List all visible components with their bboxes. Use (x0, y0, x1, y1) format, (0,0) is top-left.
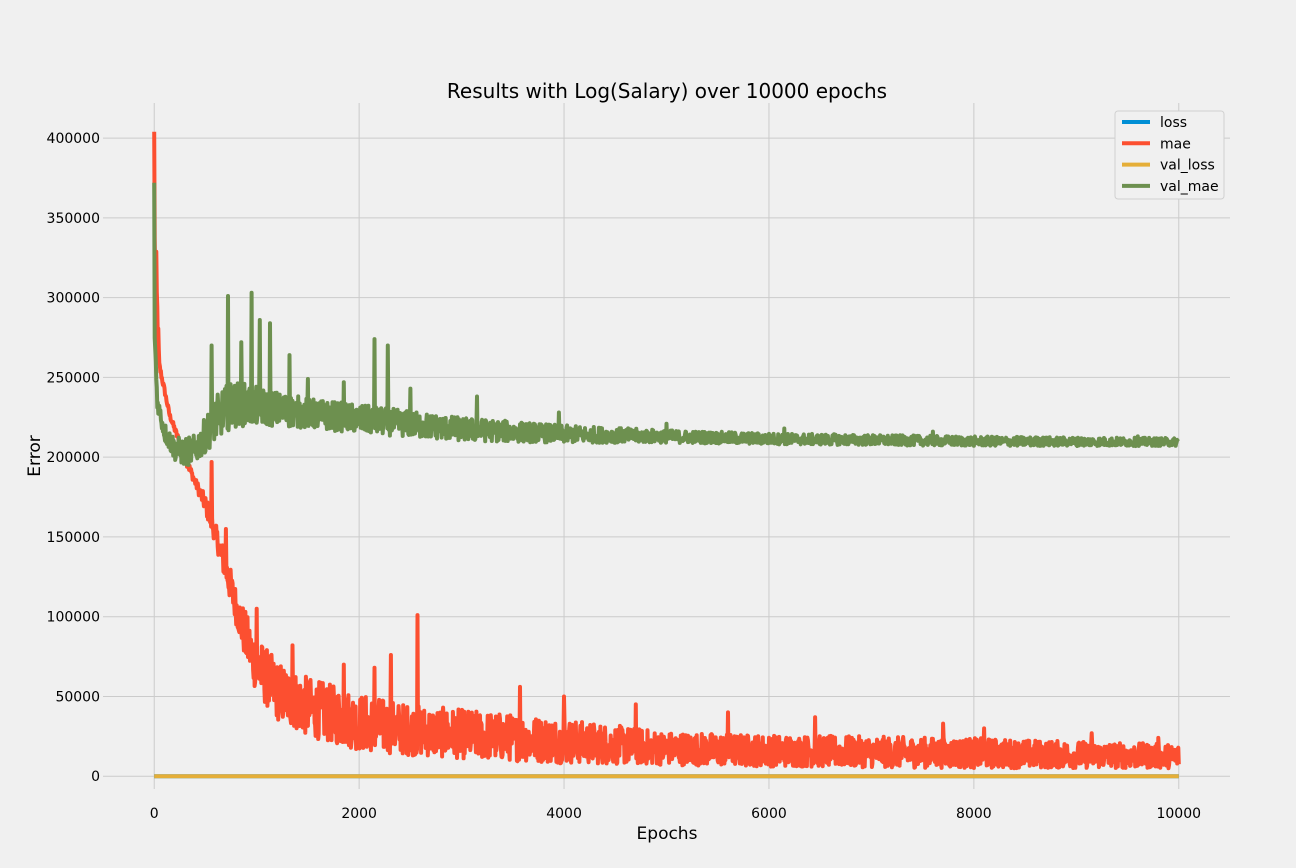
x-tick-label: 8000 (956, 806, 992, 822)
series-val-mae (152, 182, 1181, 467)
chart-title: Results with Log(Salary) over 10000 epoc… (447, 79, 887, 103)
legend-label: val_loss (1160, 158, 1215, 174)
y-tick-label: 0 (91, 769, 100, 785)
series-line-mae (152, 131, 1181, 771)
y-tick-label: 150000 (47, 530, 100, 546)
y-tick-label: 250000 (47, 370, 100, 386)
y-tick-label: 400000 (47, 131, 100, 147)
x-tick-label: 2000 (341, 806, 377, 822)
series-line-val-mae (152, 182, 1181, 467)
y-tick-label: 200000 (47, 450, 100, 466)
x-tick-label: 10000 (1156, 806, 1201, 822)
y-tick-label: 350000 (47, 211, 100, 227)
x-axis-label: Epochs (637, 824, 698, 844)
x-tick-label: 4000 (546, 806, 582, 822)
series-mae (152, 131, 1181, 771)
x-tick-label: 6000 (751, 806, 787, 822)
x-tick-label: 0 (150, 806, 159, 822)
legend: loss mae val_loss val_mae (1114, 110, 1225, 200)
y-tick-label: 100000 (47, 610, 100, 626)
legend-label: loss (1160, 115, 1187, 131)
y-tick-label: 300000 (47, 291, 100, 307)
y-tick-label: 50000 (55, 689, 100, 705)
tick-labels: 0 2000 4000 6000 8000 10000050000100000150000… (47, 131, 1201, 822)
y-axis-label: Error (25, 435, 45, 476)
series-layer (152, 131, 1181, 779)
legend-label: mae (1160, 136, 1191, 152)
legend-label: val_mae (1160, 179, 1219, 195)
legend-box (1114, 110, 1225, 200)
